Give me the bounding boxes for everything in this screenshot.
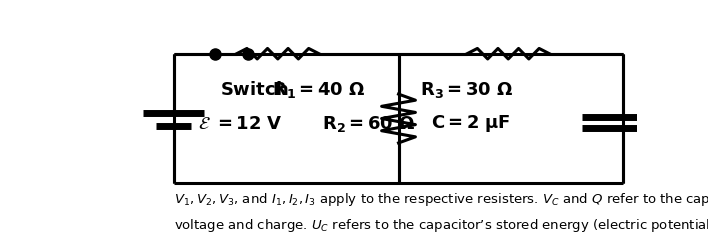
Text: $\mathbf{Switch}$: $\mathbf{Switch}$	[220, 81, 289, 99]
Text: voltage and charge. $U_C$ refers to the capacitor’s stored energy (electric pote: voltage and charge. $U_C$ refers to the …	[173, 217, 708, 234]
Text: $\mathbf{C = 2\ \mu F}$: $\mathbf{C = 2\ \mu F}$	[431, 113, 511, 134]
Text: $\mathcal{E}\ \mathbf{= 12\ V}$: $\mathcal{E}\ \mathbf{= 12\ V}$	[198, 115, 283, 133]
Text: $\mathbf{R_2 = 60\ \Omega}$: $\mathbf{R_2 = 60\ \Omega}$	[321, 114, 415, 134]
Text: $\mathbf{R_1 = 40\ \Omega}$: $\mathbf{R_1 = 40\ \Omega}$	[273, 80, 365, 100]
Text: $\mathbf{R_3 = 30\ \Omega}$: $\mathbf{R_3 = 30\ \Omega}$	[421, 80, 513, 100]
Text: $V_1, V_2, V_3$, and $I_1, I_2, I_3$ apply to the respective resisters. $V_C$ an: $V_1, V_2, V_3$, and $I_1, I_2, I_3$ app…	[173, 191, 708, 208]
